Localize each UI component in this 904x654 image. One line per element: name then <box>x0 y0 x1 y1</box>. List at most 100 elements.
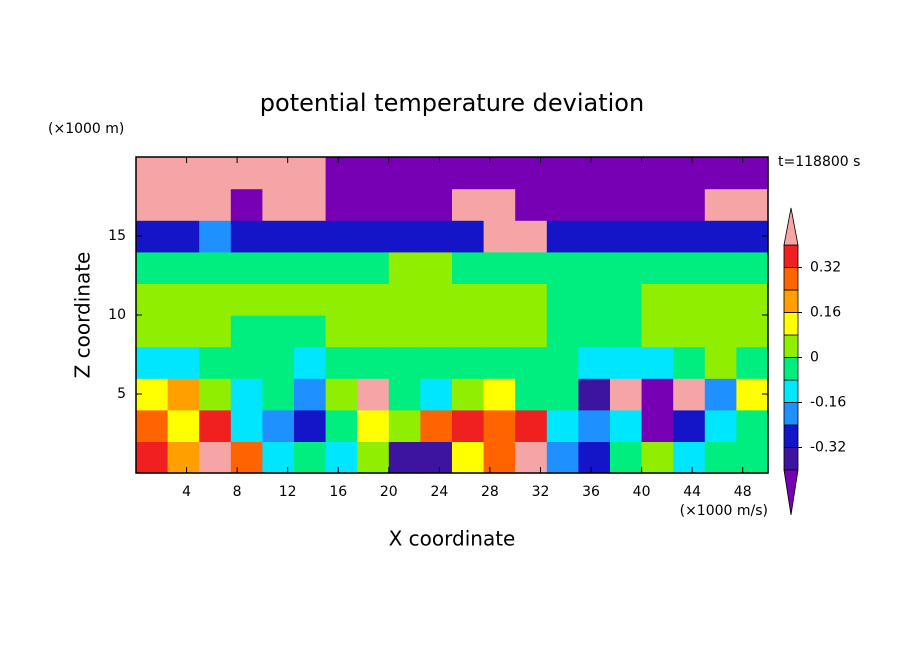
x-tick-label: 28 <box>481 484 499 500</box>
x-tick-label: 40 <box>633 484 651 500</box>
contour-cell <box>704 283 737 316</box>
contour-cell <box>704 251 737 284</box>
contour-cell <box>610 315 643 348</box>
x-tick-label: 12 <box>279 484 297 500</box>
contour-cell <box>578 220 611 253</box>
contour-cell <box>357 378 390 411</box>
contour-cell <box>736 409 769 442</box>
contour-cell <box>546 283 579 316</box>
y-axis-label: Z coordinate <box>71 252 95 379</box>
contour-cell <box>294 346 327 379</box>
y-tick-label: 5 <box>117 386 126 402</box>
contour-cell <box>452 188 485 221</box>
contour-cell <box>610 409 643 442</box>
contour-cell <box>262 378 295 411</box>
contour-cell <box>357 346 390 379</box>
contour-cell <box>357 220 390 253</box>
contour-cell <box>641 409 674 442</box>
x-tick-label: 16 <box>329 484 347 500</box>
contour-cell <box>325 441 358 474</box>
colorbar-box <box>783 357 799 381</box>
contour-cell <box>388 409 421 442</box>
contour-cell <box>262 441 295 474</box>
contour-cell <box>578 157 611 190</box>
contour-cell <box>483 346 516 379</box>
contour-cell <box>167 441 200 474</box>
contour-cell <box>420 346 453 379</box>
y-unit-label: (×1000 m) <box>48 121 124 137</box>
contour-cell <box>641 378 674 411</box>
contour-cell <box>262 188 295 221</box>
contour-cell <box>167 188 200 221</box>
contour-cell <box>199 346 232 379</box>
y-tick-label: 15 <box>108 228 126 244</box>
contour-cell <box>641 441 674 474</box>
contour-cell <box>167 251 200 284</box>
contour-cell <box>736 283 769 316</box>
contour-cell <box>294 441 327 474</box>
contour-cell <box>641 188 674 221</box>
contour-cell <box>294 251 327 284</box>
contour-cell <box>610 188 643 221</box>
contour-cell <box>199 315 232 348</box>
x-tick-label: 8 <box>233 484 242 500</box>
colorbar-box <box>783 267 799 291</box>
contour-cell <box>199 378 232 411</box>
contour-cell <box>673 157 706 190</box>
contour-cell <box>199 251 232 284</box>
contour-cell <box>452 409 485 442</box>
contour-cell <box>388 251 421 284</box>
contour-cell <box>641 251 674 284</box>
contour-cell <box>704 378 737 411</box>
contour-cell <box>294 378 327 411</box>
contour-cell <box>262 315 295 348</box>
contour-cell <box>515 441 548 474</box>
contour-cell <box>199 157 232 190</box>
contour-cell <box>578 315 611 348</box>
contour-cell <box>546 315 579 348</box>
contour-cell <box>325 251 358 284</box>
contour-cell <box>515 251 548 284</box>
contour-cell <box>388 157 421 190</box>
contour-cell <box>388 188 421 221</box>
contour-cell <box>736 441 769 474</box>
contour-cell <box>294 188 327 221</box>
contour-cell <box>136 346 169 379</box>
contour-cell <box>388 315 421 348</box>
colorbar-tri <box>783 469 799 516</box>
contour-cell <box>357 188 390 221</box>
x-axis-label: X coordinate <box>389 527 516 551</box>
contour-cell <box>452 378 485 411</box>
contour-cell <box>357 283 390 316</box>
contour-cell <box>578 346 611 379</box>
contour-cell <box>578 378 611 411</box>
colorbar-tick-label: -0.32 <box>810 440 846 456</box>
contour-cell <box>546 409 579 442</box>
contour-cell <box>546 157 579 190</box>
x-tick-label: 24 <box>430 484 448 500</box>
contour-cell <box>420 409 453 442</box>
contour-cell <box>167 283 200 316</box>
contour-cell <box>610 251 643 284</box>
contour-cell <box>578 441 611 474</box>
y-tick-label: 10 <box>108 307 126 323</box>
contour-cell <box>483 251 516 284</box>
contour-cell <box>388 441 421 474</box>
contour-cell <box>230 409 263 442</box>
contour-cell <box>136 188 169 221</box>
contour-cell <box>483 315 516 348</box>
colorbar-tri <box>783 207 799 246</box>
contour-cell <box>167 220 200 253</box>
contour-cell <box>704 409 737 442</box>
contour-cell <box>546 346 579 379</box>
contour-cell <box>452 315 485 348</box>
x-tick-label: 36 <box>582 484 600 500</box>
contour-cell <box>199 283 232 316</box>
contour-cell <box>136 315 169 348</box>
contour-cell <box>641 220 674 253</box>
contour-cell <box>483 441 516 474</box>
contour-cell <box>325 157 358 190</box>
colorbar-tick-label: 0.32 <box>810 260 841 276</box>
contour-cell <box>136 409 169 442</box>
contour-cell <box>420 251 453 284</box>
